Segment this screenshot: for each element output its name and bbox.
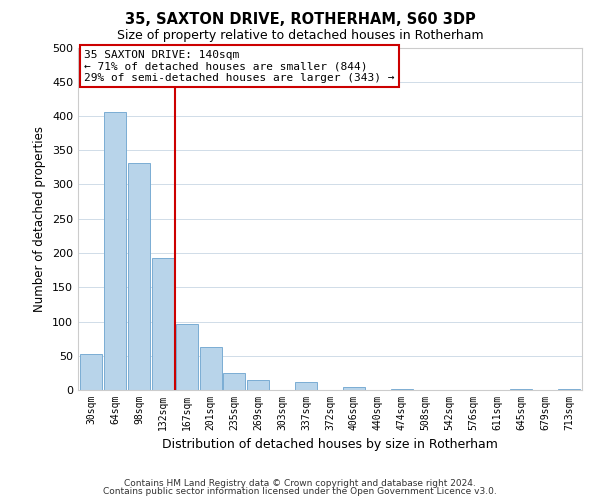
Bar — [128, 162, 150, 390]
Bar — [343, 386, 365, 390]
Text: Contains public sector information licensed under the Open Government Licence v3: Contains public sector information licen… — [103, 487, 497, 496]
Text: 35 SAXTON DRIVE: 140sqm
← 71% of detached houses are smaller (844)
29% of semi-d: 35 SAXTON DRIVE: 140sqm ← 71% of detache… — [84, 50, 394, 83]
Text: 35, SAXTON DRIVE, ROTHERHAM, S60 3DP: 35, SAXTON DRIVE, ROTHERHAM, S60 3DP — [125, 12, 475, 28]
Bar — [558, 388, 580, 390]
Bar — [200, 347, 221, 390]
Text: Contains HM Land Registry data © Crown copyright and database right 2024.: Contains HM Land Registry data © Crown c… — [124, 478, 476, 488]
Bar — [295, 382, 317, 390]
Bar — [80, 354, 102, 390]
X-axis label: Distribution of detached houses by size in Rotherham: Distribution of detached houses by size … — [162, 438, 498, 452]
Bar — [247, 380, 269, 390]
Bar — [176, 324, 197, 390]
Bar — [104, 112, 126, 390]
Bar — [223, 373, 245, 390]
Text: Size of property relative to detached houses in Rotherham: Size of property relative to detached ho… — [116, 29, 484, 42]
Bar — [152, 258, 174, 390]
Y-axis label: Number of detached properties: Number of detached properties — [34, 126, 46, 312]
Bar — [510, 388, 532, 390]
Bar — [391, 388, 413, 390]
